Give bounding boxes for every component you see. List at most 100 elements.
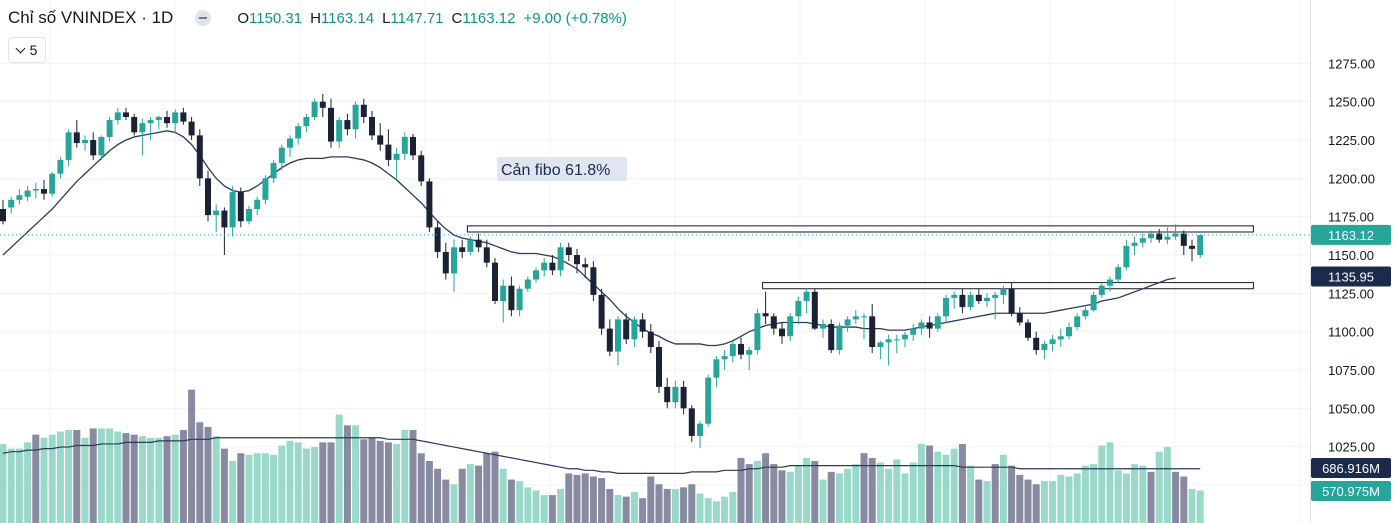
close-value: 1163.12 (462, 9, 516, 27)
volume-bar (868, 457, 876, 523)
volume-bar (655, 484, 663, 523)
candle-body (270, 163, 277, 179)
volume-bar (294, 442, 302, 523)
candle-body (475, 239, 482, 248)
candle-body (106, 120, 113, 137)
candle-body (828, 324, 835, 351)
candle-body (664, 386, 671, 403)
volume-bar (639, 498, 647, 523)
candle-body (1082, 310, 1089, 317)
candle-body (803, 291, 810, 301)
interval-dropdown[interactable]: 5 (8, 37, 46, 63)
volume-bar (1114, 470, 1122, 523)
candle-body (902, 334, 908, 340)
volume-bar (762, 453, 770, 523)
candle-body (352, 104, 359, 130)
volume-bar (1180, 476, 1188, 523)
candle-body (844, 319, 851, 326)
candle-body (951, 294, 958, 298)
volume-bar (352, 425, 360, 523)
candle-body (533, 270, 539, 280)
candle-body (565, 247, 572, 255)
volume-bar (196, 422, 204, 523)
volume-bar (56, 431, 64, 523)
volume-bar (491, 451, 499, 523)
candle-body (311, 101, 318, 117)
volume-bar (999, 454, 1007, 523)
candle-body (574, 255, 580, 265)
candle-body (0, 209, 6, 222)
volume-bar (532, 490, 540, 523)
volume-bar (1172, 471, 1180, 523)
candle-body (1025, 322, 1031, 338)
volume-bar (958, 443, 966, 523)
high-value: 1163.14 (320, 9, 375, 27)
candle-body (1197, 235, 1204, 255)
price-axis[interactable] (1310, 0, 1397, 523)
volume-bar (581, 473, 589, 523)
volume-bar (893, 459, 901, 523)
volume-bar (942, 454, 950, 523)
change-value: +9.00 (+0.78%) (523, 9, 627, 27)
candle-body (631, 319, 638, 340)
volume-bar (729, 492, 737, 523)
volume-bar (188, 389, 196, 523)
volume-bar (753, 461, 761, 523)
volume-bar (466, 464, 474, 523)
candle-body (41, 189, 47, 194)
volume-bar (975, 479, 983, 523)
candle-body (131, 117, 138, 133)
volume-bar (1065, 476, 1073, 523)
interval-value: 5 (29, 42, 38, 58)
volume-ma-line (2, 437, 1201, 474)
volume-bar (696, 493, 704, 523)
volume-bar (401, 430, 409, 523)
candle-body (1139, 238, 1146, 243)
candle-body (393, 153, 400, 160)
volume-bar (442, 479, 450, 523)
y-tick-label: 1050.00 (1328, 401, 1375, 416)
candle-body (434, 227, 441, 252)
volume-bar (1155, 451, 1163, 523)
candle-body (1008, 288, 1015, 314)
candle-body (508, 285, 515, 311)
volume-bar (524, 487, 532, 523)
volume-bar (130, 434, 138, 523)
candle-body (114, 112, 121, 121)
candle-body (713, 359, 720, 378)
volume-bar (319, 442, 327, 523)
candle-body (1115, 267, 1122, 280)
candle-body (246, 209, 252, 222)
volume-bar (261, 453, 269, 523)
candle-body (697, 423, 703, 436)
candle-body (606, 328, 613, 352)
candle-body (524, 279, 531, 289)
candle-body (418, 155, 425, 182)
volume-bar (803, 457, 811, 523)
open-label: O (237, 9, 249, 27)
y-tick-label: 1200.00 (1328, 171, 1375, 186)
candle-body (861, 316, 867, 318)
candle-body (1123, 245, 1130, 268)
candle-body (90, 140, 97, 156)
volume-value-badge (1311, 458, 1391, 478)
volume-bar (573, 474, 581, 523)
candle-body (98, 136, 105, 156)
volume-ma-value-label: 570.975M (1322, 484, 1380, 499)
candle-body (639, 319, 646, 332)
chevron-down-icon (15, 43, 26, 54)
resistance-zone (762, 282, 1254, 290)
candle-body (705, 377, 712, 424)
symbol-title[interactable]: Chỉ số VNINDEX · 1D (8, 8, 174, 27)
candle-body (1189, 245, 1195, 249)
candle-body (123, 112, 129, 117)
volume-bar (155, 437, 163, 523)
candle-body (328, 107, 334, 142)
volume-bar (384, 442, 392, 523)
candle-body (1033, 337, 1040, 351)
hide-eye-icon[interactable] (195, 10, 212, 26)
candle-body (1066, 327, 1072, 337)
candle-body (155, 117, 162, 121)
volume-bar (1049, 481, 1057, 523)
